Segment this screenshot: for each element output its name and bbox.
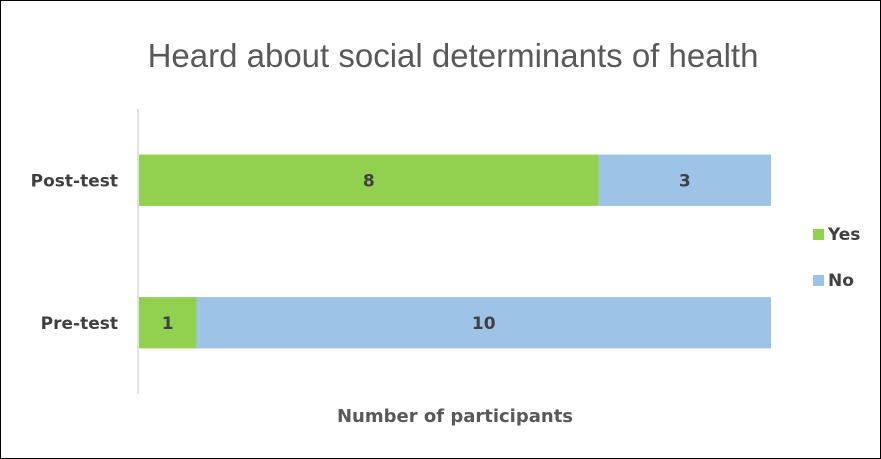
data-label-pre-test-no: 10 <box>472 314 496 334</box>
legend: Yes No <box>813 225 860 291</box>
x-axis-label: Number of participants <box>337 406 573 427</box>
category-label-post-test: Post-test <box>31 171 118 191</box>
bar-pre-test-yes <box>139 297 197 349</box>
category-labels: Post-test Pre-test <box>31 171 118 334</box>
bar-post-test-no <box>598 154 771 206</box>
legend-label-no: No <box>828 271 854 291</box>
chart-title: Heard about social determinants of healt… <box>148 37 759 74</box>
data-label-post-test-yes: 8 <box>363 171 375 191</box>
bars-group: 8 3 1 10 <box>139 154 772 349</box>
legend-label-yes: Yes <box>827 225 860 245</box>
bar-pre-test-no <box>196 297 772 349</box>
legend-swatch-yes <box>813 229 824 240</box>
data-label-post-test-no: 3 <box>679 171 691 191</box>
legend-swatch-no <box>813 275 824 286</box>
bar-post-test-yes <box>139 154 599 206</box>
data-label-pre-test-yes: 1 <box>162 314 174 334</box>
category-label-pre-test: Pre-test <box>41 314 118 334</box>
